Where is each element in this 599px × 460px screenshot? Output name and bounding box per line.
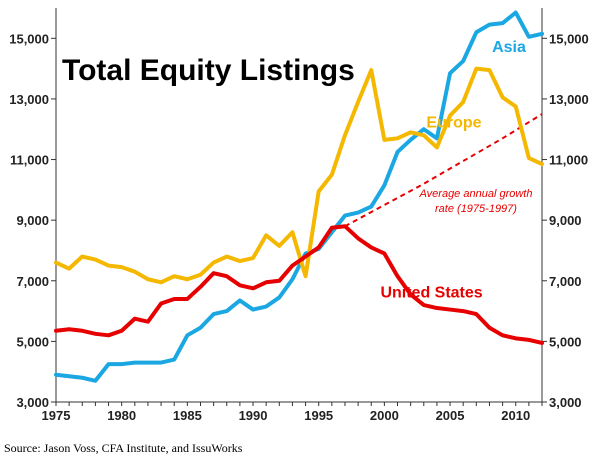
series-lines [54, 10, 544, 383]
x-tick-label: 1990 [239, 408, 268, 423]
y-tick-label-left: 11,000 [10, 153, 49, 168]
series-label-asia: Asia [492, 39, 526, 56]
y-tick-label-left: 13,000 [9, 92, 49, 107]
y-tick-label-right: 13,000 [549, 92, 589, 107]
y-tick-label-left: 3,000 [16, 395, 49, 410]
y-tick-label-left: 15,000 [9, 31, 49, 46]
y-tick-label-left: 5,000 [16, 334, 49, 349]
axes: 3,000 3,000 5,000 5,000 7,000 7,000 9,000 9,000… [9, 8, 589, 423]
y-tick-label-right: 7,000 [549, 274, 582, 289]
series-labels: Asia Europe United States [380, 39, 526, 301]
x-tick-label: 1985 [173, 408, 202, 423]
y-tick-label-right: 15,000 [549, 31, 589, 46]
series-label-united-states: United States [380, 284, 482, 301]
y-tick-label-right: 5,000 [549, 334, 582, 349]
chart-title: Total Equity Listings [62, 54, 355, 87]
y-tick-label-left: 7,000 [16, 274, 49, 289]
trend-line [344, 113, 543, 228]
series-line-europe [54, 66, 544, 285]
x-tick-label: 1980 [107, 408, 136, 423]
x-tick-label: 2000 [370, 408, 399, 423]
y-tick-label-right: 11,000 [549, 153, 588, 168]
x-tick-label: 1995 [304, 408, 333, 423]
trend-annotation: Average annual growth rate (1975-1997) [419, 188, 533, 215]
source-note: Source: Jason Voss, CFA Institute, and I… [4, 441, 243, 455]
series-label-europe: Europe [426, 115, 481, 132]
trend-label-line2: rate (1975-1997) [435, 203, 517, 215]
y-tick-label-left: 9,000 [16, 213, 49, 228]
x-tick-label: 2005 [436, 408, 465, 423]
x-tick-label: 1975 [42, 408, 71, 423]
trend-label-line1: Average annual growth [419, 188, 533, 200]
y-tick-label-right: 3,000 [549, 395, 582, 410]
series-line-asia [54, 10, 544, 383]
x-tick-label: 2010 [501, 408, 530, 423]
y-tick-label-right: 9,000 [549, 213, 582, 228]
series-line-united-states [54, 224, 544, 345]
